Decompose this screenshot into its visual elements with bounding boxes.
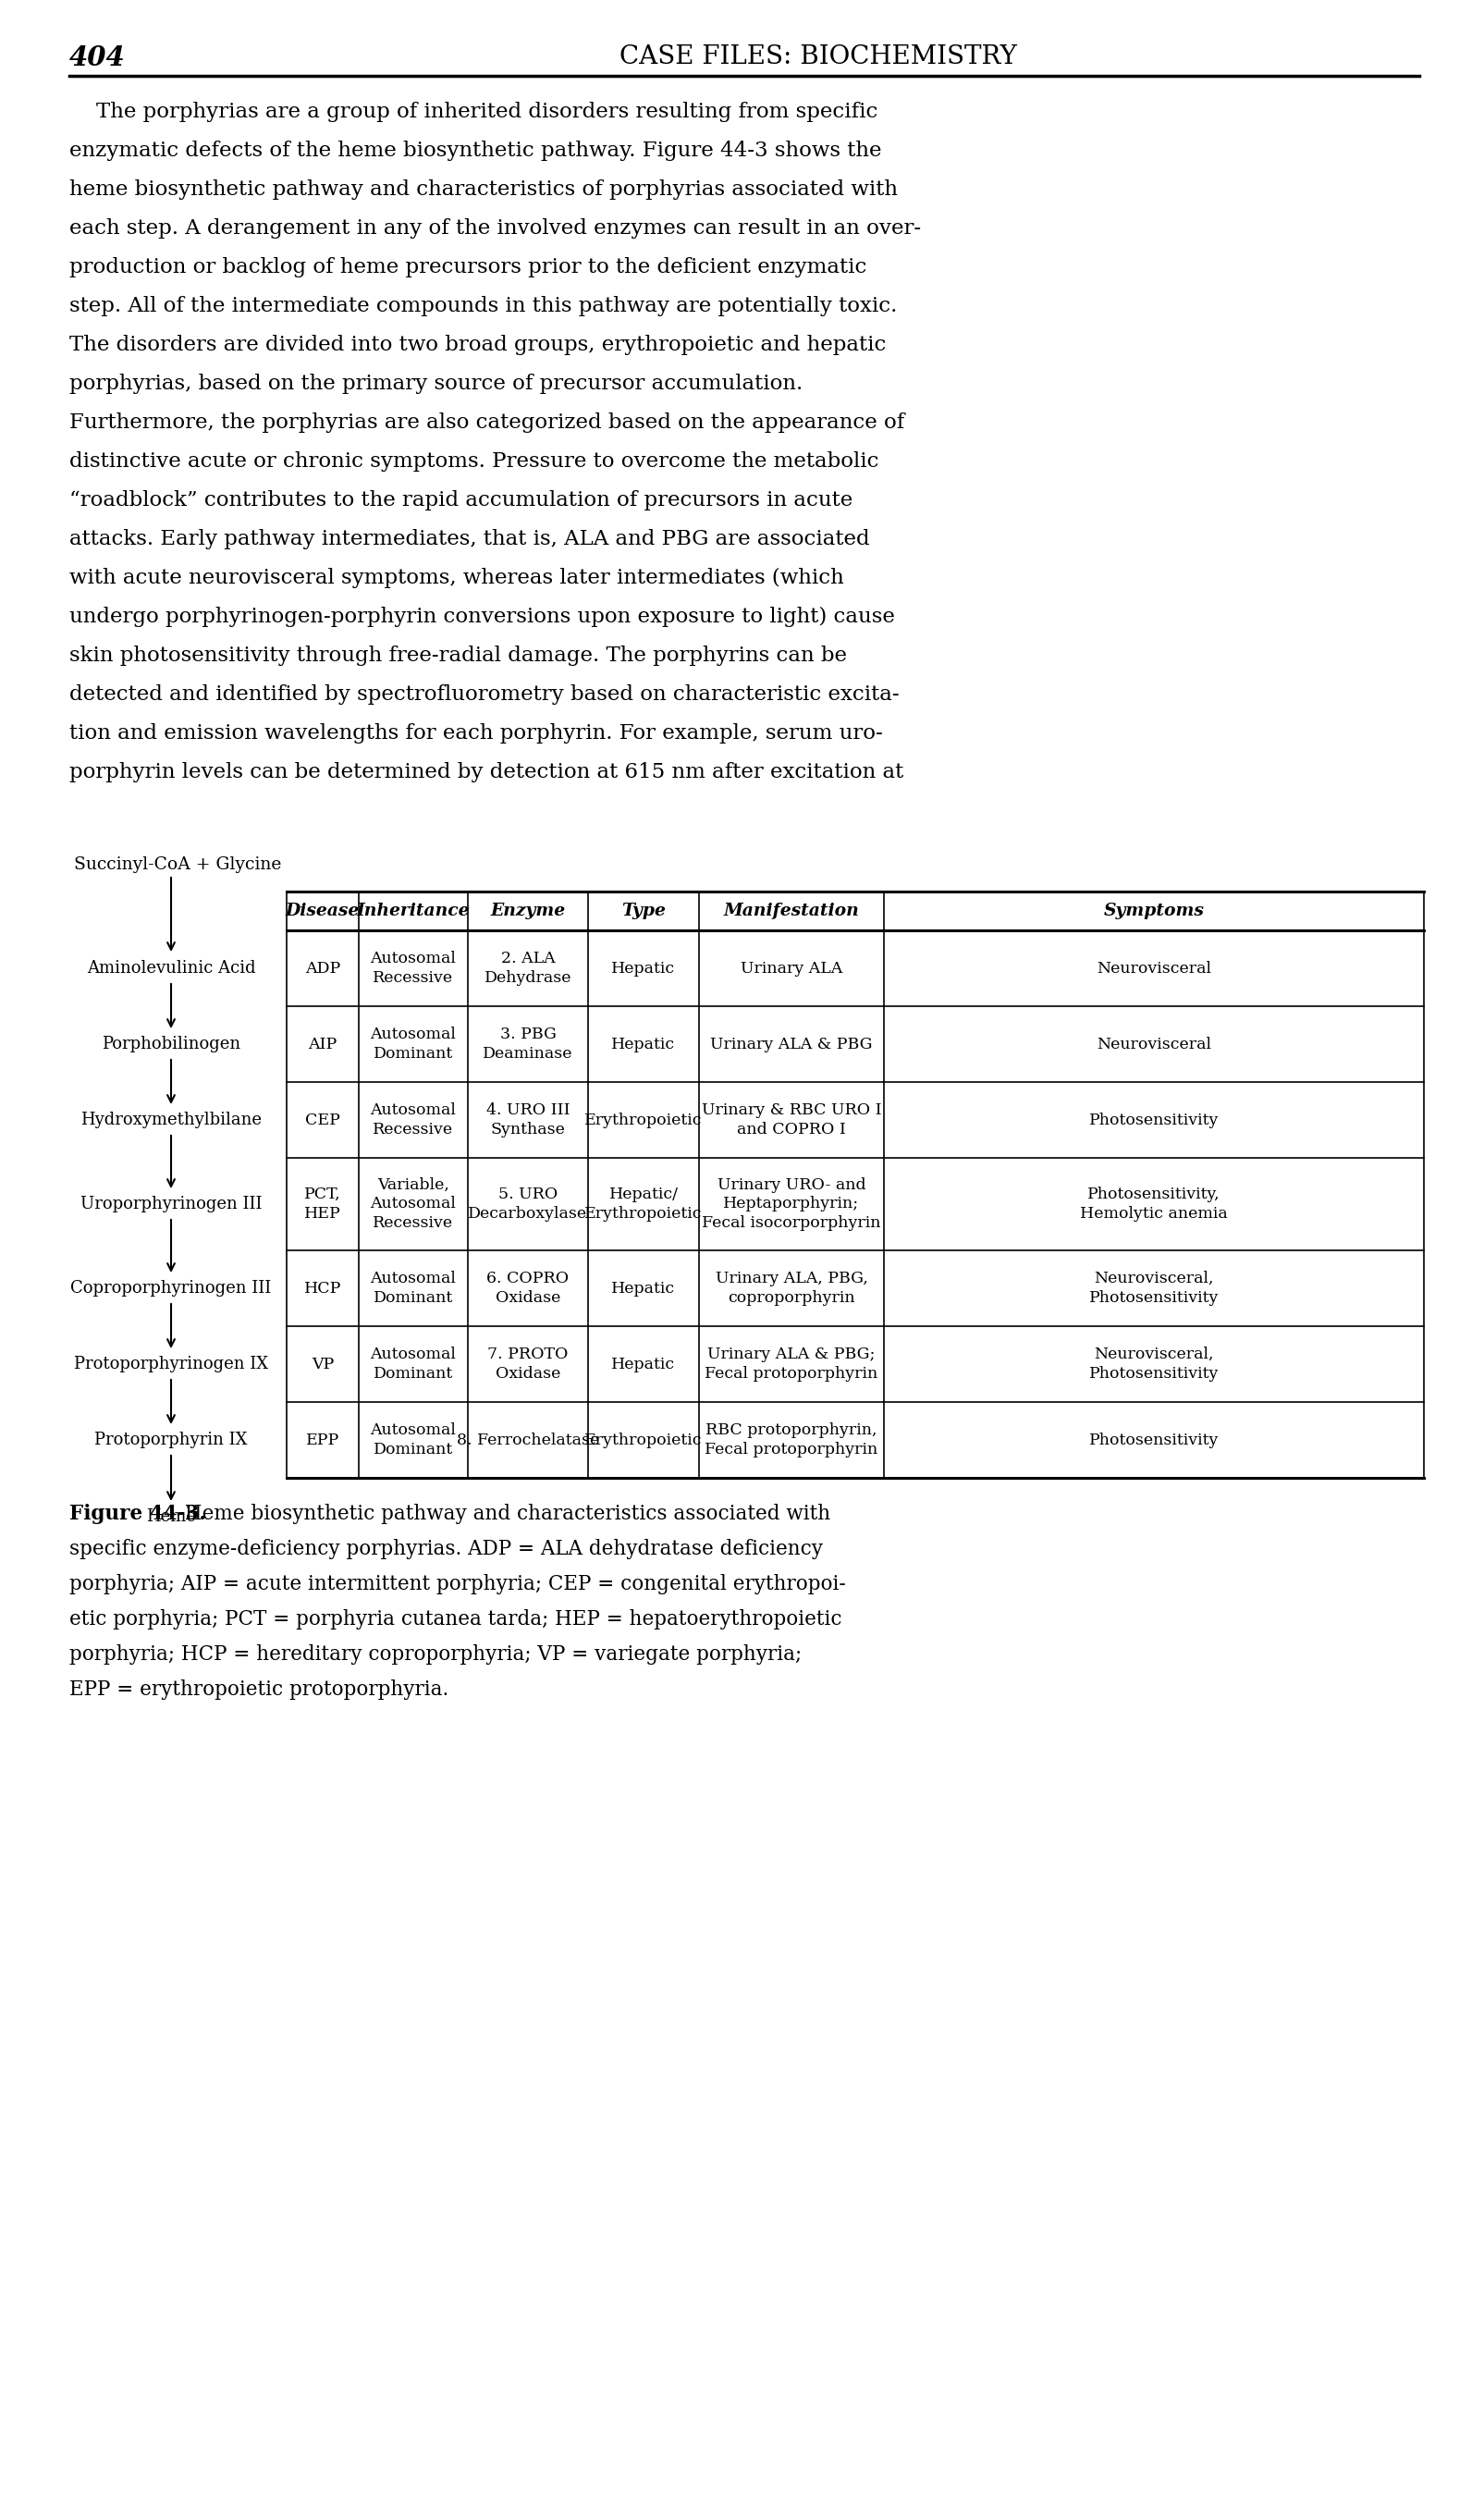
Text: Photosensitivity: Photosensitivity	[1088, 1433, 1218, 1448]
Text: Uroporphyrinogen III: Uroporphyrinogen III	[80, 1196, 261, 1214]
Text: “roadblock” contributes to the rapid accumulation of precursors in acute: “roadblock” contributes to the rapid acc…	[70, 489, 852, 509]
Text: Erythropoietic: Erythropoietic	[585, 1111, 702, 1129]
Text: Heme biosynthetic pathway and characteristics associated with: Heme biosynthetic pathway and characteri…	[178, 1503, 830, 1523]
Text: Autosomal
Dominant: Autosomal Dominant	[370, 1271, 456, 1306]
Text: ADP: ADP	[304, 961, 340, 976]
Text: 4. URO III
Synthase: 4. URO III Synthase	[485, 1104, 570, 1139]
Text: porphyrias, based on the primary source of precursor accumulation.: porphyrias, based on the primary source …	[70, 375, 803, 395]
Text: skin photosensitivity through free-radial damage. The porphyrins can be: skin photosensitivity through free-radia…	[70, 647, 846, 667]
Text: step. All of the intermediate compounds in this pathway are potentially toxic.: step. All of the intermediate compounds …	[70, 297, 896, 317]
Text: each step. A derangement in any of the involved enzymes can result in an over-: each step. A derangement in any of the i…	[70, 217, 920, 240]
Text: Photosensitivity: Photosensitivity	[1088, 1111, 1218, 1129]
Text: Neurovisceral,
Photosensitivity: Neurovisceral, Photosensitivity	[1088, 1271, 1218, 1306]
Text: Urinary ALA, PBG,
coproporphyrin: Urinary ALA, PBG, coproporphyrin	[715, 1271, 867, 1306]
Text: undergo porphyrinogen-porphyrin conversions upon exposure to light) cause: undergo porphyrinogen-porphyrin conversi…	[70, 607, 895, 627]
Text: tion and emission wavelengths for each porphyrin. For example, serum uro-: tion and emission wavelengths for each p…	[70, 724, 881, 744]
Text: 8. Ferrochelatase: 8. Ferrochelatase	[457, 1433, 600, 1448]
Text: Neurovisceral,
Photosensitivity: Neurovisceral, Photosensitivity	[1088, 1346, 1218, 1381]
Text: Manifestation: Manifestation	[723, 901, 859, 919]
Text: Hepatic: Hepatic	[611, 1281, 675, 1296]
Text: Neurovisceral: Neurovisceral	[1095, 961, 1211, 976]
Text: Autosomal
Recessive: Autosomal Recessive	[370, 1104, 456, 1139]
Text: Heme: Heme	[145, 1508, 196, 1526]
Text: The disorders are divided into two broad groups, erythropoietic and hepatic: The disorders are divided into two broad…	[70, 335, 886, 355]
Text: porphyrin levels can be determined by detection at 615 nm after excitation at: porphyrin levels can be determined by de…	[70, 762, 902, 782]
Text: EPP = erythropoietic protoporphyria.: EPP = erythropoietic protoporphyria.	[70, 1680, 448, 1700]
Text: distinctive acute or chronic symptoms. Pressure to overcome the metabolic: distinctive acute or chronic symptoms. P…	[70, 452, 879, 472]
Text: attacks. Early pathway intermediates, that is, ALA and PBG are associated: attacks. Early pathway intermediates, th…	[70, 529, 870, 549]
Text: 3. PBG
Deaminase: 3. PBG Deaminase	[482, 1026, 573, 1061]
Text: Urinary URO- and
Heptaporphyrin;
Fecal isocorporphyrin: Urinary URO- and Heptaporphyrin; Fecal i…	[702, 1176, 880, 1231]
Text: Coproporphyrinogen III: Coproporphyrinogen III	[71, 1281, 272, 1296]
Text: 2. ALA
Dehydrase: 2. ALA Dehydrase	[484, 951, 571, 986]
Text: Urinary ALA & PBG;
Fecal protoporphyrin: Urinary ALA & PBG; Fecal protoporphyrin	[705, 1346, 877, 1381]
Text: Type: Type	[620, 901, 665, 919]
Text: porphyria; AIP = acute intermittent porphyria; CEP = congenital erythropoi-: porphyria; AIP = acute intermittent porp…	[70, 1573, 846, 1596]
Text: etic porphyria; PCT = porphyria cutanea tarda; HEP = hepatoerythropoietic: etic porphyria; PCT = porphyria cutanea …	[70, 1608, 841, 1631]
Text: Aminolevulinic Acid: Aminolevulinic Acid	[86, 959, 255, 976]
Text: Disease: Disease	[285, 901, 359, 919]
Text: specific enzyme-deficiency porphyrias. ADP = ALA dehydratase deficiency: specific enzyme-deficiency porphyrias. A…	[70, 1538, 822, 1558]
Text: porphyria; HCP = hereditary coproporphyria; VP = variegate porphyria;: porphyria; HCP = hereditary coproporphyr…	[70, 1646, 801, 1665]
Text: detected and identified by spectrofluorometry based on characteristic excita-: detected and identified by spectrofluoro…	[70, 684, 899, 704]
Text: Hepatic/
Erythropoietic: Hepatic/ Erythropoietic	[585, 1186, 702, 1221]
Text: EPP: EPP	[306, 1433, 340, 1448]
Text: Hydroxymethylbilane: Hydroxymethylbilane	[80, 1111, 261, 1129]
Text: Porphobilinogen: Porphobilinogen	[101, 1036, 240, 1051]
Text: Inheritance: Inheritance	[356, 901, 469, 919]
Text: Succinyl-CoA + Glycine: Succinyl-CoA + Glycine	[74, 856, 282, 874]
Text: Photosensitivity,
Hemolytic anemia: Photosensitivity, Hemolytic anemia	[1079, 1186, 1227, 1221]
Text: RBC protoporphyrin,
Fecal protoporphyrin: RBC protoporphyrin, Fecal protoporphyrin	[705, 1423, 877, 1458]
Text: Autosomal
Dominant: Autosomal Dominant	[370, 1026, 456, 1061]
Text: enzymatic defects of the heme biosynthetic pathway. Figure 44-3 shows the: enzymatic defects of the heme biosynthet…	[70, 140, 881, 160]
Text: AIP: AIP	[309, 1036, 337, 1051]
Text: 6. COPRO
Oxidase: 6. COPRO Oxidase	[487, 1271, 568, 1306]
Text: Furthermore, the porphyrias are also categorized based on the appearance of: Furthermore, the porphyrias are also cat…	[70, 412, 904, 432]
Text: Autosomal
Dominant: Autosomal Dominant	[370, 1423, 456, 1458]
Text: HCP: HCP	[304, 1281, 341, 1296]
Text: with acute neurovisceral symptoms, whereas later intermediates (which: with acute neurovisceral symptoms, where…	[70, 567, 843, 589]
Text: Autosomal
Dominant: Autosomal Dominant	[370, 1346, 456, 1381]
Text: production or backlog of heme precursors prior to the deficient enzymatic: production or backlog of heme precursors…	[70, 257, 867, 277]
Text: 7. PROTO
Oxidase: 7. PROTO Oxidase	[487, 1346, 568, 1381]
Text: Hepatic: Hepatic	[611, 1036, 675, 1051]
Text: Hepatic: Hepatic	[611, 1356, 675, 1371]
Text: Protoporphyrin IX: Protoporphyrin IX	[95, 1431, 248, 1448]
Text: VP: VP	[312, 1356, 334, 1371]
Text: Hepatic: Hepatic	[611, 961, 675, 976]
Text: CASE FILES: BIOCHEMISTRY: CASE FILES: BIOCHEMISTRY	[619, 45, 1017, 70]
Text: 5. URO
Decarboxylase: 5. URO Decarboxylase	[467, 1186, 588, 1221]
Text: Figure 44-3.: Figure 44-3.	[70, 1503, 206, 1523]
Text: Enzyme: Enzyme	[490, 901, 565, 919]
Text: Erythropoietic: Erythropoietic	[585, 1433, 702, 1448]
Text: CEP: CEP	[306, 1111, 340, 1129]
Text: Symptoms: Symptoms	[1103, 901, 1204, 919]
Text: PCT,
HEP: PCT, HEP	[304, 1186, 341, 1221]
Text: Urinary ALA & PBG: Urinary ALA & PBG	[709, 1036, 873, 1051]
Text: Protoporphyrinogen IX: Protoporphyrinogen IX	[74, 1356, 269, 1373]
Text: heme biosynthetic pathway and characteristics of porphyrias associated with: heme biosynthetic pathway and characteri…	[70, 180, 898, 200]
Text: 404: 404	[70, 45, 126, 72]
Text: The porphyrias are a group of inherited disorders resulting from specific: The porphyrias are a group of inherited …	[70, 102, 877, 122]
Text: Urinary & RBC URO I
and COPRO I: Urinary & RBC URO I and COPRO I	[700, 1104, 881, 1139]
Text: Urinary ALA: Urinary ALA	[741, 961, 841, 976]
Text: Autosomal
Recessive: Autosomal Recessive	[370, 951, 456, 986]
Text: Neurovisceral: Neurovisceral	[1095, 1036, 1211, 1051]
Text: Variable,
Autosomal
Recessive: Variable, Autosomal Recessive	[370, 1176, 456, 1231]
